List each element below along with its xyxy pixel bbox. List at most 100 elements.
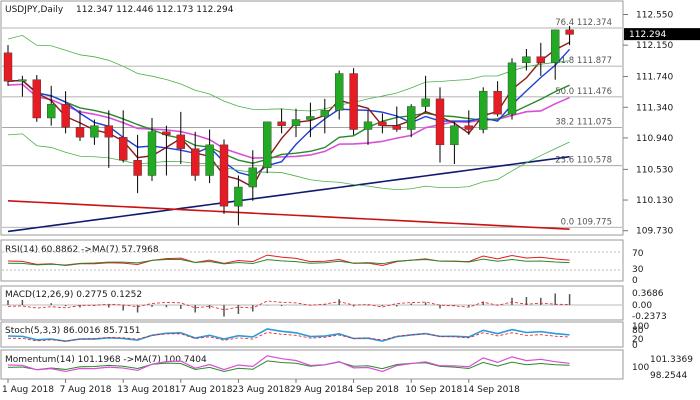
price-tick-label: 110.130 [636, 196, 673, 206]
candle-bearish [493, 90, 502, 115]
candle-bearish [435, 98, 445, 146]
candle-bullish [479, 90, 488, 130]
svg-text:112.294: 112.294 [629, 30, 666, 40]
candle-bullish [147, 131, 157, 176]
candle-bearish [190, 148, 200, 176]
stoch-d-line [7, 332, 570, 342]
candle-bearish [118, 136, 128, 161]
macd-tick-low: -0.2373 [632, 312, 667, 322]
candle-bullish [47, 103, 56, 119]
candle-bullish [421, 98, 430, 107]
bollinger-lower [7, 133, 570, 191]
candle-bullish [507, 62, 517, 115]
candle-bearish [277, 121, 286, 126]
momentum-tick-low: 98.2544 [650, 371, 687, 381]
rsi-label: RSI(14) 60.8862 ->MA(7) 57.7968 [5, 245, 159, 255]
momentum-panel: Momentum(14) 101.1968 ->MA(7) 100.7404 1… [0, 349, 693, 381]
candle-bearish [75, 126, 85, 138]
stoch-panel: Stoch(5,3,3) 86.0016 85.7151 100 80 20 0 [0, 321, 649, 351]
candle-bearish [536, 56, 545, 64]
momentum-tick-100: 100 [632, 363, 649, 373]
bollinger-upper [7, 34, 570, 112]
price-axis: 112.550 112.150 111.740 111.340 110.940 110.5… [623, 11, 673, 237]
candle-bearish [392, 125, 401, 130]
candle-bullish [306, 116, 315, 120]
momentum-line [7, 355, 570, 373]
sma-darkred-line [7, 41, 570, 188]
price-tick-label: 110.530 [636, 165, 673, 175]
candle-bearish [176, 134, 186, 149]
sma-blue-line [7, 48, 571, 178]
stoch-tick-80: 80 [632, 326, 644, 336]
price-tick-label: 110.940 [636, 134, 673, 144]
stoch-k-line [7, 328, 570, 342]
stoch-tick-20: 20 [632, 335, 644, 345]
fib-label: 50.0 111.476 [555, 87, 612, 97]
chart-title: USDJPY,Daily [5, 5, 64, 15]
momentum-tick-high: 101.3369 [650, 355, 693, 365]
date-tick-label: 4 Sep 2018 [348, 385, 400, 395]
candle-bullish [205, 144, 214, 176]
candle-bearish [104, 125, 114, 138]
candle-bullish [363, 121, 373, 130]
candle-bullish [551, 29, 560, 64]
candlesticks [3, 26, 574, 226]
candle-bullish [90, 125, 99, 138]
date-tick-label: 13 Aug 2018 [117, 385, 175, 395]
momentum-label: Momentum(14) 101.1968 ->MA(7) 100.7404 [5, 355, 207, 365]
fib-label: 0.0 109.775 [561, 217, 612, 227]
momentum-ma-line [7, 360, 570, 373]
fib-label: 61.8 111.877 [555, 56, 612, 66]
price-tick-label: 109.730 [636, 227, 673, 237]
stoch-tick-0: 0 [632, 341, 638, 351]
candle-bearish [162, 131, 171, 136]
fib-label: 23.6 110.578 [555, 156, 612, 166]
price-tick-label: 112.150 [636, 41, 673, 51]
candle-bearish [32, 79, 41, 119]
price-tick-label: 111.340 [636, 103, 673, 113]
date-tick-label: 23 Aug 2018 [232, 385, 290, 395]
candle-bearish [61, 103, 70, 128]
macd-tick-zero: 0.00 [632, 301, 652, 311]
last-price-tag: 112.294 [624, 28, 700, 41]
candle-bullish [450, 125, 459, 146]
date-tick-label: 29 Aug 2018 [290, 385, 348, 395]
ohlc-readout: 112.347 112.446 112.173 112.294 [76, 5, 234, 15]
macd-signal-line [7, 300, 570, 311]
candle-bullish [263, 121, 272, 169]
rsi-ma-line [7, 258, 570, 266]
candle-bearish [349, 73, 358, 130]
rsi-tick-30: 30 [632, 265, 644, 275]
date-axis: 1 Aug 2018 7 Aug 2018 13 Aug 2018 17 Aug 20… [2, 379, 520, 395]
macd-tick-high: 0.3686 [632, 289, 664, 299]
candle-bullish [291, 119, 301, 126]
candle-bearish [378, 121, 387, 126]
fib-label: 76.4 112.374 [555, 18, 612, 28]
date-tick-label: 17 Aug 2018 [175, 385, 233, 395]
candle-bearish [219, 144, 229, 207]
date-tick-label: 7 Aug 2018 [60, 385, 112, 395]
candle-bullish [407, 106, 416, 130]
macd-panel: 0.3686 MACD(12,26,9) 0.2775 0.1252 0.368… [0, 285, 667, 322]
fib-label: 38.2 111.075 [555, 118, 612, 128]
price-tick-label: 111.740 [636, 73, 673, 83]
candle-bullish [320, 110, 329, 117]
candle-bullish [335, 73, 344, 111]
stoch-label: Stoch(5,3,3) 86.0016 85.7151 [5, 326, 140, 336]
candle-bullish [522, 56, 531, 64]
candle-bearish [3, 52, 13, 82]
rsi-line [7, 254, 570, 267]
sma-navy-line [7, 155, 570, 233]
price-tick-label: 112.550 [636, 11, 673, 21]
candle-bullish [234, 186, 243, 207]
sma-red-line [7, 200, 570, 231]
candle-bearish [565, 29, 574, 35]
macd-title: MACD(12,26,9) 0.2775 0.1252 [5, 290, 142, 300]
candle-bearish [464, 125, 473, 130]
rsi-panel: RSI(14) 60.8862 ->MA(7) 57.7968 70 30 0 [0, 239, 644, 286]
sma-magenta-line [7, 83, 570, 159]
candle-bearish [133, 159, 142, 176]
moving-averages [7, 41, 571, 233]
rsi-tick-70: 70 [632, 249, 644, 259]
